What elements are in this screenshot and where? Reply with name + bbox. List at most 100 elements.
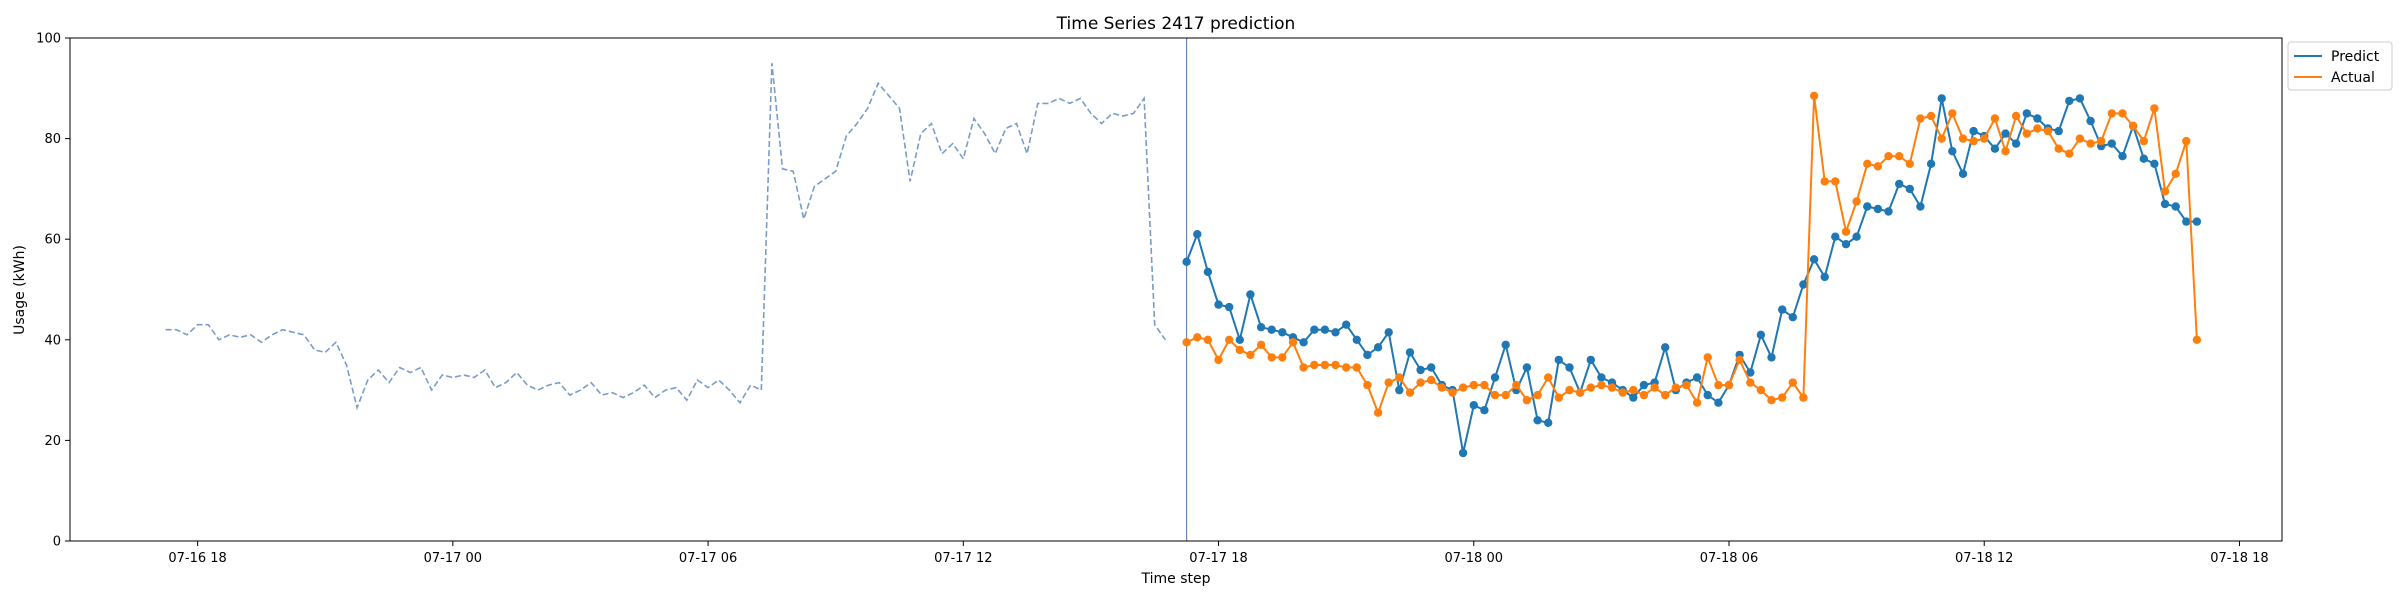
point-predict-30 — [1501, 340, 1510, 349]
point-actual-13 — [1320, 360, 1330, 370]
x-tick-label-5: 07-18 00 — [1445, 551, 1503, 566]
point-actual-34 — [1544, 373, 1553, 382]
point-predict-92 — [2160, 199, 2170, 209]
point-actual-61 — [1831, 177, 1840, 186]
point-predict-28 — [1480, 406, 1489, 415]
point-actual-91 — [2150, 104, 2159, 113]
point-predict-69 — [1916, 202, 1925, 211]
point-actual-19 — [1384, 378, 1393, 387]
point-actual-69 — [1916, 114, 1925, 123]
point-actual-28 — [1480, 380, 1489, 390]
point-actual-79 — [2022, 129, 2032, 138]
point-actual-87 — [2107, 109, 2116, 118]
point-actual-58 — [1799, 393, 1808, 402]
point-actual-81 — [2043, 126, 2053, 136]
point-predict-12 — [1310, 325, 1319, 334]
point-actual-10 — [1288, 338, 1298, 347]
point-predict-16 — [1352, 335, 1362, 344]
point-predict-7 — [1256, 323, 1266, 332]
point-actual-57 — [1788, 378, 1798, 387]
point-predict-49 — [1703, 390, 1712, 400]
x-tick-label-3: 07-17 12 — [934, 551, 992, 566]
point-actual-66 — [1884, 152, 1893, 161]
point-predict-93 — [2171, 202, 2180, 211]
point-predict-3 — [1214, 300, 1223, 309]
point-predict-50 — [1714, 398, 1723, 407]
point-actual-25 — [1448, 388, 1457, 397]
point-actual-83 — [2065, 149, 2074, 158]
point-predict-54 — [1756, 330, 1766, 339]
point-actual-86 — [2097, 136, 2106, 146]
point-actual-39 — [1597, 380, 1606, 390]
point-predict-61 — [1831, 232, 1840, 241]
point-actual-47 — [1682, 380, 1691, 390]
point-actual-89 — [2128, 121, 2138, 131]
point-predict-5 — [1235, 335, 1245, 344]
point-actual-0 — [1182, 338, 1191, 347]
point-predict-78 — [2011, 139, 2021, 148]
point-actual-60 — [1820, 177, 1829, 186]
point-actual-88 — [2118, 109, 2127, 118]
point-actual-70 — [1926, 111, 1936, 121]
point-actual-73 — [1958, 134, 1968, 143]
point-predict-77 — [2001, 129, 2010, 138]
x-tick-label-7: 07-18 12 — [1955, 551, 2013, 566]
point-predict-88 — [2118, 152, 2127, 161]
point-actual-29 — [1490, 390, 1500, 400]
point-predict-33 — [1533, 416, 1542, 425]
history-line — [165, 63, 1167, 411]
point-predict-32 — [1522, 363, 1532, 372]
point-predict-90 — [2139, 154, 2148, 163]
point-actual-11 — [1299, 363, 1308, 372]
point-predict-67 — [1895, 179, 1904, 189]
point-actual-82 — [2054, 144, 2063, 153]
point-predict-62 — [1841, 240, 1851, 249]
point-actual-24 — [1437, 383, 1447, 392]
point-actual-43 — [1639, 390, 1649, 400]
point-predict-48 — [1692, 373, 1702, 382]
point-predict-70 — [1926, 159, 1936, 168]
point-predict-29 — [1490, 373, 1500, 382]
point-actual-26 — [1458, 383, 1468, 392]
point-actual-37 — [1575, 388, 1585, 397]
point-actual-31 — [1512, 380, 1521, 390]
point-predict-36 — [1565, 363, 1574, 372]
point-actual-14 — [1331, 360, 1340, 370]
y-tick-label-2: 40 — [44, 333, 61, 348]
point-actual-76 — [1990, 114, 2000, 123]
legend: Predict Actual — [2287, 41, 2393, 91]
point-predict-19 — [1384, 328, 1393, 337]
point-actual-50 — [1714, 380, 1723, 390]
x-tick-label-1: 07-17 00 — [424, 551, 482, 566]
point-actual-78 — [2011, 111, 2021, 121]
point-predict-68 — [1905, 184, 1915, 194]
y-axis-label: Usage (kWh) — [12, 245, 28, 335]
point-actual-33 — [1533, 390, 1542, 400]
point-actual-41 — [1618, 388, 1627, 397]
point-predict-87 — [2107, 139, 2116, 148]
point-actual-3 — [1214, 355, 1223, 365]
point-actual-62 — [1841, 227, 1851, 236]
plot-marks — [165, 38, 2202, 541]
point-actual-52 — [1735, 355, 1744, 365]
point-predict-26 — [1458, 448, 1468, 458]
point-actual-75 — [1980, 134, 1989, 143]
point-actual-56 — [1778, 393, 1787, 402]
point-actual-94 — [2182, 136, 2191, 146]
point-actual-5 — [1235, 345, 1245, 355]
point-predict-6 — [1246, 290, 1255, 299]
plot-area-frame — [69, 37, 2283, 542]
point-predict-63 — [1852, 232, 1861, 241]
point-actual-92 — [2160, 187, 2170, 196]
point-predict-71 — [1937, 94, 1946, 103]
point-predict-60 — [1820, 272, 1829, 282]
point-predict-17 — [1363, 350, 1372, 360]
point-predict-34 — [1544, 418, 1553, 427]
point-actual-23 — [1427, 375, 1436, 385]
point-predict-65 — [1873, 204, 1883, 214]
point-actual-2 — [1203, 335, 1213, 344]
point-predict-59 — [1809, 255, 1819, 264]
point-predict-4 — [1225, 302, 1234, 312]
point-actual-21 — [1405, 388, 1415, 397]
y-tick-label-0: 0 — [53, 535, 61, 550]
